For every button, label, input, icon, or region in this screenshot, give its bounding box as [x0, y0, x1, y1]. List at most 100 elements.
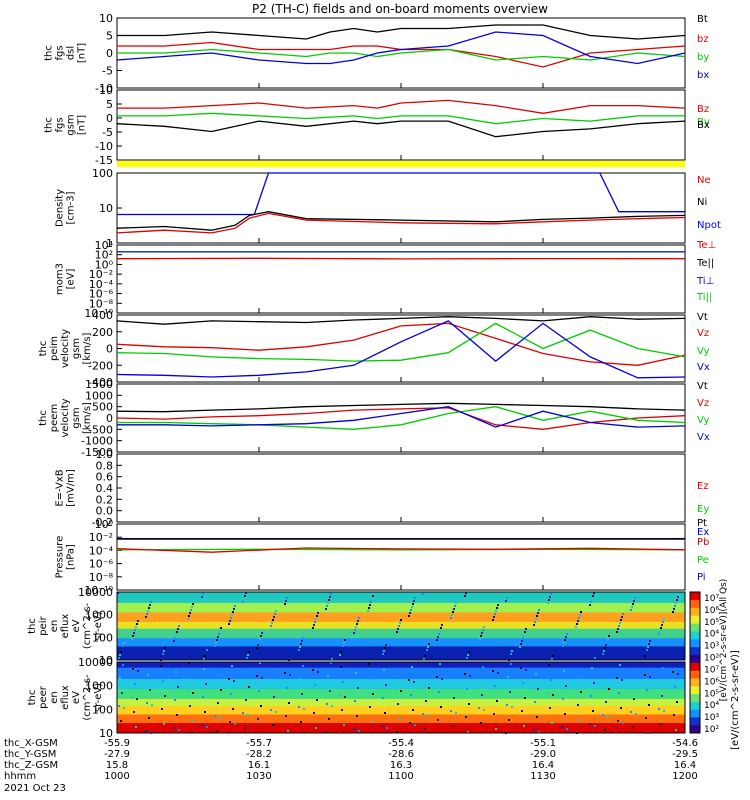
spectrogram-pixel: [635, 594, 637, 596]
spectrogram-pixel: [564, 639, 566, 641]
y-tick-label: 10⁰: [95, 518, 114, 531]
spectrogram-pixel: [343, 642, 345, 644]
series-bx-line: [116, 31, 686, 65]
spectrogram-pixel: [202, 593, 204, 595]
spectrogram-pixel: [219, 717, 221, 719]
orbit-row-label: hhmm: [4, 771, 36, 782]
spectrogram-pixel: [661, 695, 663, 697]
legend-entry: by: [697, 52, 709, 63]
spectrogram-pixel: [382, 697, 384, 699]
y-tick-label: -5: [102, 65, 113, 78]
spectrogram-pixel: [134, 629, 136, 631]
spectrogram-pixel: [215, 642, 217, 644]
spectrogram-pixel: [649, 676, 651, 678]
spectrogram-pixel: [590, 601, 592, 603]
spectrogram-pixel: [301, 693, 303, 695]
spectrogram-pixel: [590, 695, 592, 697]
y-tick-label: 10: [99, 12, 113, 25]
y-tick-label: 10⁻⁸: [89, 297, 114, 310]
spectrogram-pixel: [117, 662, 119, 664]
spectrogram-pixel: [325, 731, 327, 733]
spectrogram-pixel: [357, 620, 359, 622]
spectrogram-pixel: [409, 612, 411, 614]
spectrogram-pixel: [356, 623, 358, 625]
spectrogram-pixel: [414, 597, 416, 599]
spectrogram-pixel: [620, 707, 622, 709]
spectrogram-pixel: [119, 654, 121, 656]
date-label: 2021 Oct 23: [4, 783, 66, 794]
y-axis-label: eV: [71, 691, 82, 704]
spectrogram-pixel: [674, 605, 676, 607]
spectrogram-pixel: [575, 626, 577, 628]
spectrogram-pixel: [298, 649, 300, 651]
spectrogram-pixel: [454, 669, 456, 671]
spectrogram-pixel: [497, 604, 499, 606]
legend-entry: Vt: [697, 381, 708, 392]
spectrogram-pixel: [340, 666, 342, 668]
spectrogram-pixel: [247, 654, 249, 656]
spectrogram-pixel: [135, 726, 137, 728]
legend-entry: Vz: [697, 398, 709, 409]
spectrogram-pixel: [533, 624, 535, 626]
spectrogram-pixel: [602, 653, 604, 655]
spectrogram-pixel: [622, 613, 624, 615]
legend-entry: Bz: [697, 104, 709, 115]
spectrogram-pixel: [577, 620, 579, 622]
spectrogram-pixel: [505, 600, 507, 602]
panel-frame: [116, 244, 686, 314]
y-tick-label: -400: [88, 376, 113, 389]
legend-entry: Pi: [697, 572, 706, 583]
spectrogram-pixel: [400, 690, 402, 692]
spectrogram-pixel: [436, 676, 438, 678]
spectrogram-pixel: [119, 677, 121, 679]
spectrogram-pixel: [464, 673, 466, 675]
spectrogram-pixel: [522, 682, 524, 684]
spectrogram-pixel: [617, 720, 619, 722]
y-tick-label: 0: [106, 112, 113, 125]
legend-entry: Te||: [696, 258, 714, 269]
y-tick-label: 500: [92, 401, 113, 414]
spectrogram-pixel: [298, 706, 300, 708]
y-tick-label: -10: [95, 140, 113, 153]
spectrogram-pixel: [510, 653, 512, 655]
y-axis-label: Density: [55, 189, 66, 227]
spectrogram-pixel: [399, 622, 401, 624]
spectrogram-pixel: [317, 671, 319, 673]
spectrogram-pixel: [271, 622, 273, 624]
spectrogram-pixel: [136, 623, 138, 625]
spectrogram-pixel: [408, 615, 410, 617]
colorbar-segment: [690, 655, 700, 664]
legend-entry: Ne: [697, 175, 711, 186]
y-tick-label: 0.6: [96, 471, 114, 484]
spectrogram-pixel: [478, 641, 480, 643]
spectrogram-pixel: [630, 711, 632, 713]
orbit-row-label: thc_Y-GSM: [4, 749, 56, 760]
spectrogram-pixel: [370, 601, 372, 603]
spectrogram-pixel: [580, 611, 582, 613]
spectrogram-pixel: [551, 658, 553, 660]
spectrogram-pixel: [368, 663, 370, 665]
spectrogram-pixel: [660, 723, 662, 725]
spectrogram-pixel: [191, 606, 193, 608]
spectrogram-pixel: [314, 684, 316, 686]
spectrogram-pixel: [663, 618, 665, 620]
spectrogram-pixel: [511, 650, 513, 652]
spectrogram-pixel: [413, 681, 415, 683]
spectrogram-pixel: [272, 724, 274, 726]
spectrogram-pixel: [400, 619, 402, 621]
spectrogram-pixel: [286, 597, 288, 599]
spectrogram-pixel: [146, 613, 148, 615]
spectrogram-pixel: [395, 634, 397, 636]
spectrogram-pixel: [188, 662, 190, 664]
series-ne-line: [116, 212, 686, 234]
spectrogram-pixel: [288, 702, 290, 704]
orbit-value: -27.9: [104, 749, 130, 760]
spectrogram-pixel: [275, 711, 277, 713]
spectrogram-pixel: [381, 725, 383, 727]
spectrogram-pixel: [202, 696, 204, 698]
spectrogram-pixel: [201, 596, 203, 598]
spectrogram-pixel: [258, 641, 260, 643]
spectrogram-band: [117, 628, 685, 639]
spectrogram-pixel: [218, 674, 220, 676]
y-tick-label: 10: [99, 654, 113, 667]
